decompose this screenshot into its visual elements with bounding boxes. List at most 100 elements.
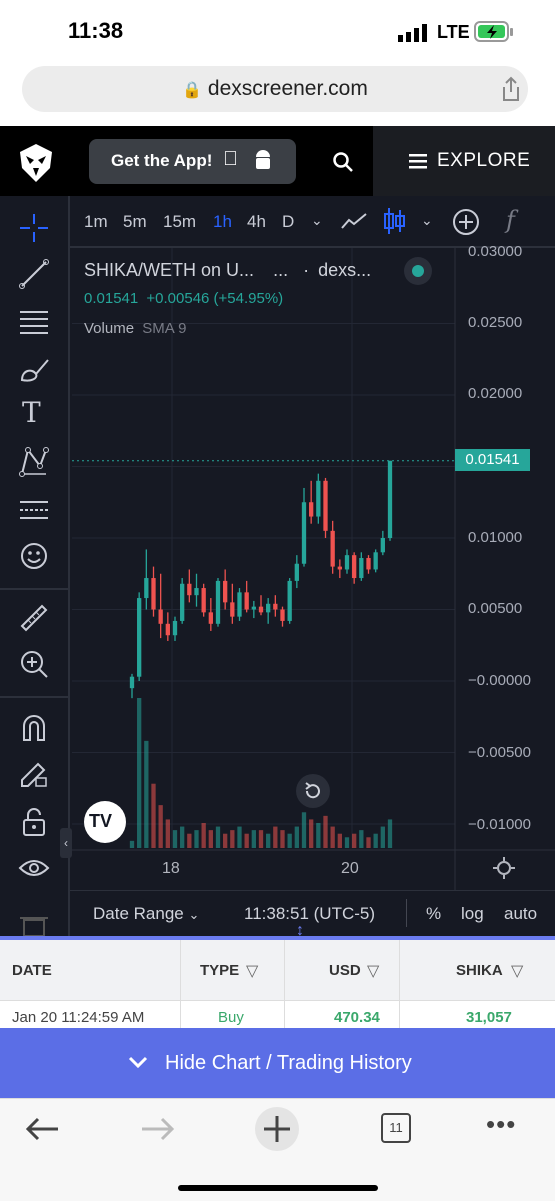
candle-body (129, 676, 135, 689)
timeframe-15m[interactable]: 15m (163, 212, 197, 231)
column-header-shika[interactable]: SHIKA (456, 962, 503, 979)
emoji-icon[interactable] (18, 540, 50, 572)
volume-bar (373, 833, 378, 848)
trend-line-icon[interactable] (18, 258, 50, 290)
timeframe-d[interactable]: D (282, 212, 295, 231)
timeframe-1m[interactable]: 1m (84, 212, 108, 231)
volume-bar (208, 830, 213, 848)
status-bar: 11:38 LTE (0, 0, 555, 60)
prediction-icon[interactable] (18, 494, 50, 526)
price-tick: −0.00500 (468, 744, 531, 761)
volume-bar (266, 833, 271, 848)
tv-logo-icon: TV (89, 811, 113, 831)
tradingview-logo[interactable]: TV (84, 801, 126, 843)
volume-bar (165, 819, 170, 848)
volume-bar (151, 783, 156, 848)
volume-bar (352, 833, 357, 848)
hide-chart-button[interactable] (0, 1028, 555, 1098)
date-range-button[interactable]: Date Range ⌄ (93, 904, 199, 924)
forward-arrow-icon[interactable] (140, 1115, 176, 1143)
candle-body (344, 555, 350, 570)
volume-bar (309, 819, 314, 848)
volume-bar (323, 815, 328, 848)
timeframe-1h[interactable]: 1h (213, 212, 232, 231)
search-icon[interactable] (332, 151, 354, 173)
candle-body (301, 502, 307, 564)
filter-icon[interactable]: ▽ (367, 963, 380, 980)
explore-button[interactable]: EXPLORE (373, 126, 555, 196)
candle-body (187, 583, 192, 596)
back-arrow-icon[interactable] (24, 1115, 60, 1143)
candle-body (287, 580, 292, 621)
price-tick: 0.00500 (468, 600, 523, 617)
magnet-icon[interactable] (18, 712, 50, 744)
auto-scale-toggle[interactable]: auto (504, 904, 538, 923)
candle-body (151, 578, 156, 610)
row-usd: 470.34 (334, 1009, 380, 1026)
log-scale-toggle[interactable]: log (461, 904, 484, 923)
explore-label: EXPLORE (437, 150, 531, 171)
eagle-logo-icon[interactable] (16, 142, 56, 184)
eye-icon[interactable] (18, 852, 50, 884)
trash-icon[interactable] (18, 914, 50, 936)
settings-icon[interactable] (492, 856, 516, 880)
candle-body (337, 566, 342, 570)
hide-chart-label: Hide Chart / Trading History (165, 1052, 412, 1074)
filter-icon[interactable]: ▽ (511, 963, 524, 980)
signal-icon (398, 24, 427, 42)
column-header-usd[interactable]: USD (329, 962, 361, 979)
trading-history-table (0, 936, 555, 1028)
resize-handle[interactable] (0, 936, 555, 940)
url-bar[interactable]: 🔒 dexscreener.com (22, 66, 528, 112)
zoom-in-icon[interactable] (18, 648, 50, 680)
candle-body (251, 606, 256, 610)
symbol-title: SHIKA/WETH on U... (84, 260, 255, 280)
candlestick-chart[interactable] (72, 248, 555, 890)
chevron-down-icon[interactable]: ⌄ (311, 212, 323, 228)
line-chart-icon[interactable] (340, 210, 368, 232)
text-tool-icon[interactable]: T (22, 396, 41, 429)
volume-bar (230, 830, 235, 848)
horizontal-lines-icon[interactable] (18, 306, 50, 338)
get-the-app-button[interactable]: Get the App!  (89, 139, 296, 184)
brush-icon[interactable] (18, 354, 50, 386)
chevron-down-icon[interactable]: ⌄ (421, 212, 433, 228)
ruler-icon[interactable] (18, 602, 50, 634)
reset-chart-button[interactable] (296, 774, 330, 808)
fx-indicator-icon[interactable]: f (506, 206, 515, 234)
pattern-icon[interactable] (18, 446, 50, 478)
column-header-date[interactable]: DATE (12, 962, 52, 979)
timeframe-4h[interactable]: 4h (247, 212, 266, 231)
market-status (404, 257, 432, 285)
resize-arrows-icon[interactable]: ↕ (296, 922, 304, 939)
volume-bar (337, 833, 342, 848)
lock-draw-icon[interactable] (18, 758, 50, 790)
share-icon[interactable] (500, 76, 522, 102)
candle-body (237, 592, 242, 617)
candle-body (172, 620, 178, 636)
timeframe-5m[interactable]: 5m (123, 212, 147, 231)
volume-bar (251, 830, 256, 848)
chevron-down-icon (128, 1056, 148, 1069)
get-app-label: Get the App! (111, 151, 213, 170)
candle-body (280, 609, 285, 621)
row-type: Buy (218, 1009, 244, 1026)
price-tick: −0.01000 (468, 816, 531, 833)
unlock-icon[interactable] (18, 806, 50, 838)
new-tab-button[interactable] (255, 1107, 299, 1151)
url-label: dexscreener.com (207, 77, 368, 100)
column-header-type[interactable]: TYPE (200, 962, 240, 979)
volume-bar (244, 833, 249, 848)
chart-legend-title: SHIKA/WETH on U... ... · dexs... (84, 260, 372, 280)
add-indicator-icon[interactable] (452, 208, 480, 236)
tabs-button[interactable]: 11 (381, 1113, 411, 1143)
more-icon[interactable]: ••• (486, 1109, 517, 1139)
crosshair-icon[interactable] (18, 212, 50, 244)
candle-body (366, 558, 371, 570)
filter-icon[interactable]: ▽ (246, 963, 259, 980)
volume-bar (280, 830, 285, 848)
percent-scale-toggle[interactable]: % (426, 904, 442, 923)
collapse-toolbar-button[interactable]: ‹ (60, 828, 72, 858)
candles-icon[interactable] (382, 206, 406, 236)
candle-body (258, 606, 264, 613)
